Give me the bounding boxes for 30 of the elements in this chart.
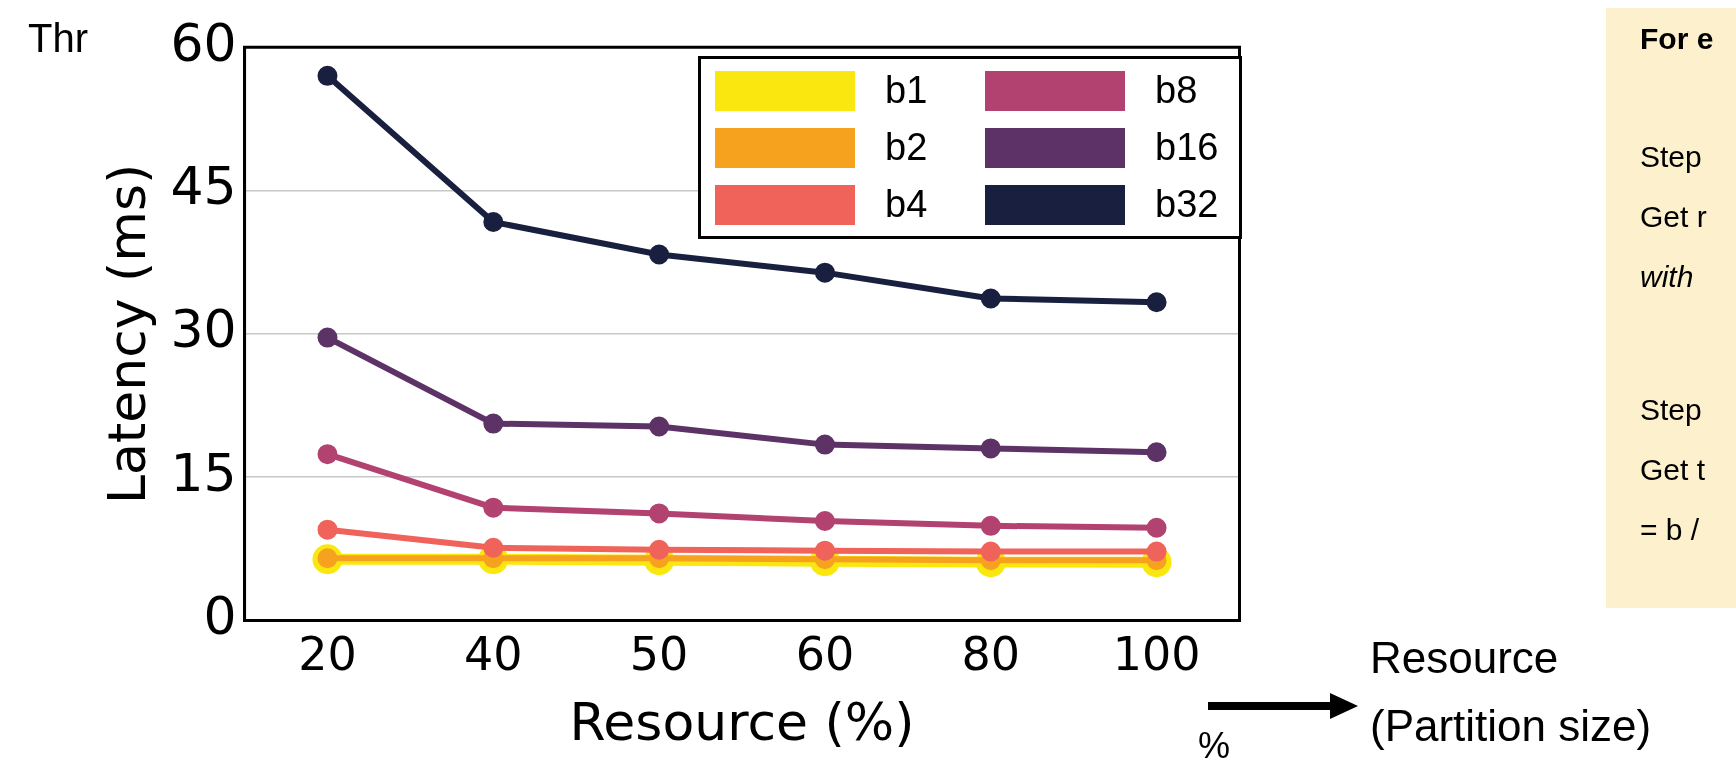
text: (Partition size) (1370, 701, 1652, 751)
x-tick-label: 50 (629, 626, 689, 681)
y-tick-label: 0 (203, 585, 237, 646)
x-tick-label: 60 (795, 626, 855, 681)
text: Thr (28, 16, 88, 60)
text: Step (1640, 393, 1702, 426)
text: = b / (1640, 513, 1700, 546)
text: For e (1640, 22, 1714, 55)
text: Step (1640, 140, 1702, 173)
y-tick-label: 30 (170, 299, 237, 360)
y-tick-label: 15 (170, 442, 237, 503)
x-axis-title: Resource (%) (569, 692, 915, 753)
text: Get r (1640, 200, 1707, 233)
text: with (1640, 260, 1694, 293)
legend-label: b1 (885, 69, 929, 112)
legend-label: b16 (1155, 126, 1220, 169)
x-tick-label: 100 (1112, 626, 1201, 681)
legend-label: b8 (1155, 69, 1199, 112)
y-axis-title: Latency (ms) (96, 163, 157, 504)
text: Resource (1370, 633, 1559, 683)
legend-label: b2 (885, 126, 929, 169)
legend-label: b32 (1155, 183, 1220, 226)
x-tick-label: 40 (464, 626, 523, 681)
text: Get t (1640, 453, 1706, 486)
x-tick-label: 80 (961, 626, 1021, 681)
x-tick-label: 20 (298, 626, 357, 681)
legend-label: b4 (885, 183, 929, 226)
y-tick-label: 45 (170, 156, 237, 217)
text: % (1198, 725, 1231, 766)
y-tick-label: 60 (170, 12, 237, 73)
